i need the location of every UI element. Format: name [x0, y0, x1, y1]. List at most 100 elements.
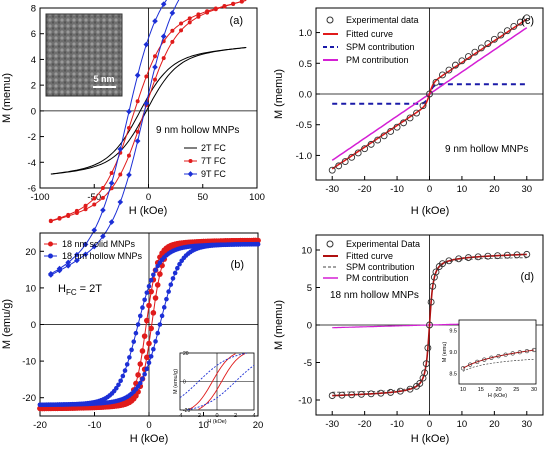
- data-point: [118, 172, 123, 177]
- 18-nm-hollow-mnps-data-point: [159, 313, 165, 319]
- experimental-data-point: [477, 44, 485, 52]
- data-point: [108, 180, 115, 186]
- experimental-data-point: [497, 31, 505, 39]
- experimental-data-point: [361, 145, 369, 153]
- d-xtick-label: 20: [489, 419, 500, 430]
- data-point: [117, 199, 124, 205]
- series-7t-fc-descending: [50, 0, 247, 222]
- data-point: [108, 219, 115, 225]
- inset-b-xtick-label: 4: [252, 413, 255, 419]
- 18-nm-hollow-mnps-data-point: [144, 290, 150, 295]
- experimental-data-point: [458, 57, 466, 65]
- inset-d-ytick-label: 8.5: [449, 371, 457, 377]
- experimental-data-point: [427, 298, 435, 306]
- data-point: [117, 146, 124, 152]
- panel-a-xlabel: H (kOe): [129, 205, 168, 217]
- d-xtick-label: 0: [427, 419, 432, 430]
- c-ytick-label: 1.0: [299, 28, 312, 39]
- inset-d-fitted-curve: [462, 349, 535, 369]
- experimental-data-point: [374, 136, 382, 144]
- inset-d-xlabel: H (kOe): [488, 393, 507, 399]
- panel-c-xlabel: H (kOe): [411, 205, 450, 217]
- 18-nm-hollow-mnps-data-point: [168, 282, 174, 287]
- experimental-data-point: [464, 53, 472, 60]
- data-point: [65, 262, 72, 269]
- panel-b-xlabel: H (kOe): [130, 433, 169, 445]
- panel-a-ylabel: M (memu): [1, 73, 13, 123]
- d-ytick-label: -5: [304, 358, 312, 369]
- legend-9t-marker: [187, 171, 194, 177]
- 18-nm-hollow-mnps-data-point: [137, 313, 143, 319]
- experimental-data-point: [503, 27, 511, 35]
- experimental-data-point: [424, 344, 432, 352]
- experimental-data-point: [416, 380, 424, 387]
- legend-b-solid-label: 18 nm solid MNPs: [62, 239, 136, 249]
- panel-d-ylabel: M (memu): [273, 300, 285, 350]
- 18-nm-solid-mnps-data-point: [148, 288, 154, 295]
- inset-b-ylabel: M (emu/g): [173, 369, 179, 394]
- inset-b-ytick-label: 20: [183, 351, 189, 357]
- inset-d-ytick-label: 9.0: [449, 350, 457, 356]
- experimental-data-point: [516, 18, 524, 26]
- experimental-data-point: [387, 388, 395, 396]
- 18-nm-solid-mnps-data-point: [141, 333, 148, 339]
- experimental-data-point: [523, 250, 531, 258]
- 18-nm-hollow-mnps-data-point: [116, 382, 121, 388]
- experimental-data-point: [429, 282, 437, 290]
- data-point: [169, 10, 176, 16]
- experimental-data-point: [422, 360, 430, 368]
- 18-nm-hollow-mnps-data-point: [124, 362, 130, 367]
- inset-d-xtick-label: 15: [478, 387, 484, 393]
- c-xtick-label: 10: [457, 184, 468, 195]
- 18-nm-hollow-mnps-data-point: [122, 368, 128, 373]
- 18-nm-solid-mnps-data-point: [148, 325, 154, 332]
- inset-b-18-nm-hollow-mnps-down: [179, 352, 247, 399]
- 18-nm-solid-mnps-data-point: [152, 295, 159, 301]
- series-2t-fc-descending: [50, 47, 247, 175]
- inset-d-ytick-label: 9.5: [449, 329, 457, 335]
- 18-nm-hollow-mnps-data-point: [131, 339, 137, 344]
- a-ytick-label: -6: [28, 184, 36, 195]
- experimental-data-point: [455, 255, 463, 263]
- c-ytick-label: -1.0: [296, 151, 312, 162]
- data-point: [66, 214, 71, 219]
- 18-nm-hollow-mnps-data-point: [140, 305, 145, 310]
- a-ytick-label: 4: [31, 55, 36, 66]
- panel-c-annotation: 9 nm hollow MNPs: [445, 144, 528, 155]
- experimental-data-point: [494, 252, 502, 260]
- data-point: [153, 54, 158, 59]
- 18-nm-hollow-mnps-data-point: [164, 296, 169, 302]
- experimental-data-point: [484, 252, 492, 260]
- experimental-data-point: [432, 268, 440, 276]
- panel-a-legend: 2T FC 7T FC 9T FC: [184, 143, 226, 179]
- a-ytick-label: 2: [31, 81, 36, 92]
- c-xtick-label: 0: [427, 184, 432, 195]
- tem-inset-image: [45, 13, 123, 97]
- panel-c-legend: Experimental data Fitted curve SPM contr…: [323, 15, 419, 65]
- series-9t-fc-ascending: [50, 0, 168, 275]
- panel-b-ylabel: M (emu/g): [1, 299, 13, 349]
- experimental-data-point: [377, 389, 385, 397]
- 18-nm-solid-mnps-data-point: [154, 282, 161, 288]
- experimental-data-point: [490, 35, 498, 43]
- data-point: [126, 125, 131, 130]
- b-ytick-label: -20: [22, 393, 36, 404]
- inset-d-data-point: [489, 355, 494, 360]
- experimental-data-point: [393, 123, 401, 131]
- data-point: [205, 10, 210, 15]
- data-point: [92, 202, 97, 207]
- experimental-data-point: [348, 391, 356, 399]
- inset-d-data-point: [496, 354, 501, 359]
- 18-nm-hollow-mnps-data-point: [140, 376, 145, 382]
- data-point: [92, 196, 97, 201]
- experimental-data-point: [354, 149, 362, 157]
- panel-a-label: (a): [230, 15, 243, 27]
- 18-nm-hollow-mnps-data-point: [135, 384, 141, 389]
- experimental-data-point: [406, 114, 414, 122]
- legend-7t-marker: [188, 159, 193, 163]
- panel-b-label: (b): [231, 259, 244, 271]
- data-point: [170, 39, 175, 44]
- b-ytick-label: -10: [22, 357, 36, 368]
- experimental-data-point: [451, 61, 459, 69]
